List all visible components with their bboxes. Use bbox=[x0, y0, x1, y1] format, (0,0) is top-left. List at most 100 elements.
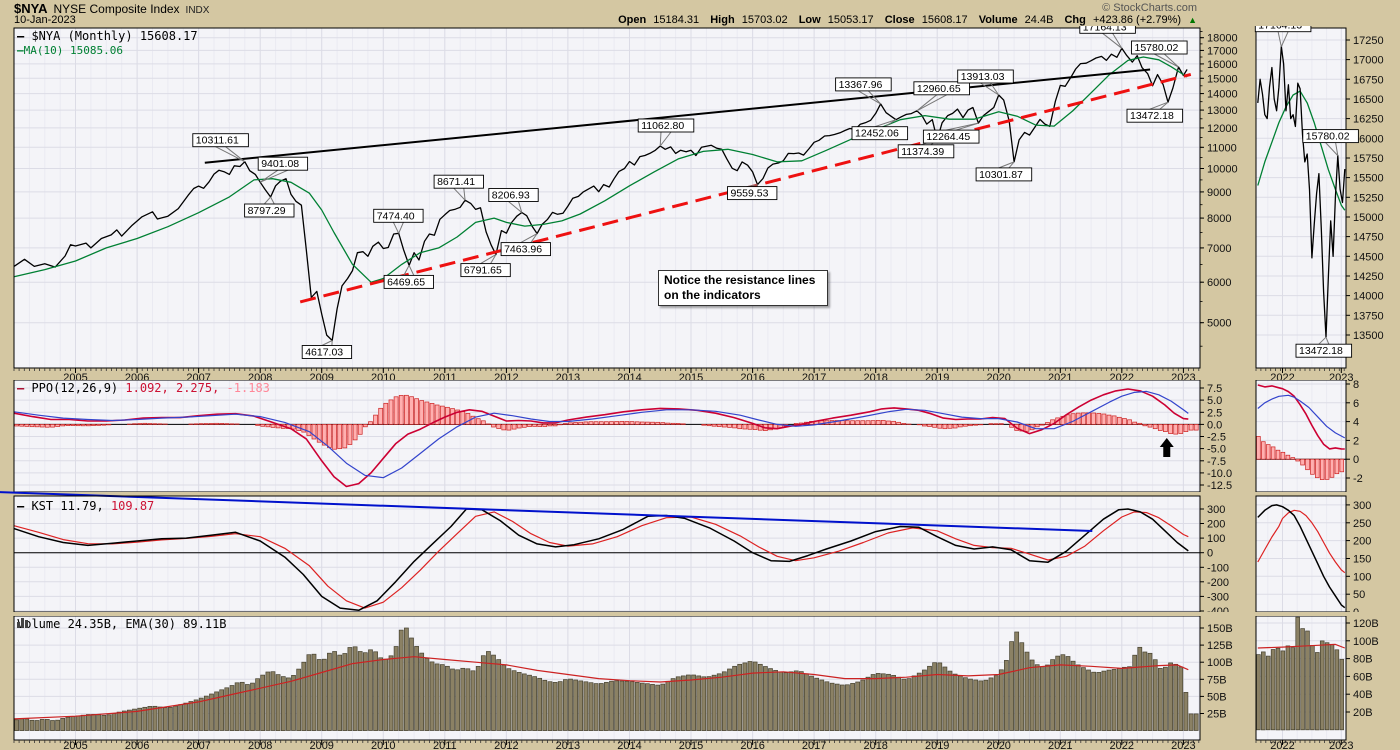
svg-text:4: 4 bbox=[1353, 417, 1359, 429]
svg-text:7463.96: 7463.96 bbox=[504, 244, 542, 256]
svg-text:14500: 14500 bbox=[1353, 251, 1384, 263]
ppo-legend-values: 1.092, 2.275, bbox=[125, 381, 227, 395]
svg-text:80B: 80B bbox=[1353, 654, 1373, 666]
svg-text:-5.0: -5.0 bbox=[1207, 444, 1226, 456]
kst-legend-name: KST 11.79, bbox=[24, 499, 111, 513]
svg-text:12452.06: 12452.06 bbox=[855, 128, 899, 140]
svg-text:100: 100 bbox=[1353, 571, 1371, 583]
svg-text:0.0: 0.0 bbox=[1207, 419, 1222, 431]
svg-text:2008: 2008 bbox=[248, 740, 272, 750]
svg-text:5.0: 5.0 bbox=[1207, 395, 1222, 407]
svg-text:2011: 2011 bbox=[433, 740, 457, 750]
volume-legend: Volume 24.35B, EMA(30) 89.11B bbox=[17, 617, 227, 631]
svg-text:10311.61: 10311.61 bbox=[196, 135, 239, 147]
svg-text:2017: 2017 bbox=[802, 740, 826, 750]
svg-text:7.5: 7.5 bbox=[1207, 383, 1222, 395]
svg-text:2: 2 bbox=[1353, 435, 1359, 447]
svg-text:2016: 2016 bbox=[740, 372, 764, 382]
svg-text:2010: 2010 bbox=[371, 372, 395, 382]
svg-text:8671.41: 8671.41 bbox=[437, 176, 475, 188]
svg-text:15000: 15000 bbox=[1353, 212, 1384, 224]
svg-text:2020: 2020 bbox=[986, 372, 1010, 382]
svg-text:50: 50 bbox=[1353, 589, 1365, 601]
ppo-legend-name: PPO(12,26,9) bbox=[24, 381, 126, 395]
volume-value: 24.4B bbox=[1024, 14, 1054, 26]
open-value: 15184.31 bbox=[653, 14, 700, 26]
ma-legend-text: MA(10) 15085.06 bbox=[23, 44, 123, 57]
svg-text:17000: 17000 bbox=[1207, 45, 1238, 57]
svg-text:14250: 14250 bbox=[1353, 271, 1384, 283]
svg-text:13750: 13750 bbox=[1353, 310, 1384, 322]
svg-text:6791.65: 6791.65 bbox=[464, 265, 502, 277]
svg-text:50B: 50B bbox=[1207, 691, 1227, 703]
svg-text:11062.80: 11062.80 bbox=[641, 120, 684, 132]
svg-text:16000: 16000 bbox=[1353, 133, 1384, 145]
kst-signal-value: 109.87 bbox=[110, 499, 155, 513]
svg-text:-12.5: -12.5 bbox=[1207, 480, 1232, 492]
exchange-label: INDX bbox=[185, 5, 210, 16]
svg-text:60B: 60B bbox=[1353, 671, 1373, 683]
svg-text:2022: 2022 bbox=[1270, 740, 1294, 750]
low-label: Low bbox=[798, 14, 821, 26]
ma-line-swatch: — bbox=[17, 44, 24, 57]
svg-text:2014: 2014 bbox=[617, 372, 641, 382]
histogram-icon bbox=[17, 618, 28, 628]
annotation-note-line1: Notice the resistance lines bbox=[664, 273, 816, 287]
svg-text:9000: 9000 bbox=[1207, 187, 1231, 199]
mini-price-chart: 2022 202317250170001675016500162501600015… bbox=[1254, 26, 1384, 382]
high-value: 15703.02 bbox=[741, 14, 788, 26]
chg-label: Chg bbox=[1064, 14, 1086, 26]
svg-text:120B: 120B bbox=[1353, 618, 1379, 630]
svg-text:100: 100 bbox=[1207, 533, 1225, 545]
ppo-legend: — PPO(12,26,9) 1.092, 2.275, -1.183 bbox=[17, 381, 270, 395]
svg-text:-10.0: -10.0 bbox=[1207, 468, 1232, 480]
ohlc-quote-bar: Open 15184.31 High 15703.02 Low 15053.17… bbox=[618, 14, 1197, 26]
svg-text:2007: 2007 bbox=[186, 372, 210, 382]
svg-text:15780.02: 15780.02 bbox=[1135, 42, 1179, 54]
main-price-chart: 2005 2006 2007 2008 2009 2010 2011 2012 2013 2014… bbox=[13, 26, 1238, 382]
svg-text:10000: 10000 bbox=[1207, 164, 1238, 176]
svg-text:5000: 5000 bbox=[1207, 318, 1231, 330]
svg-text:13472.18: 13472.18 bbox=[1299, 345, 1343, 357]
svg-text:13500: 13500 bbox=[1353, 330, 1384, 342]
svg-text:300: 300 bbox=[1353, 500, 1371, 512]
ma-legend: —MA(10) 15085.06 bbox=[17, 44, 123, 57]
svg-text:12960.65: 12960.65 bbox=[917, 83, 961, 95]
svg-text:-400: -400 bbox=[1207, 606, 1229, 612]
mini-ppo-chart: 8 6 4 2 0 -2 bbox=[1255, 380, 1363, 492]
svg-text:200: 200 bbox=[1353, 536, 1371, 548]
mini-kst-chart: 300 250 200 150 100 50 0 bbox=[1255, 495, 1371, 612]
svg-text:6: 6 bbox=[1353, 398, 1359, 410]
chart-header: $NYA NYSE Composite Index INDX bbox=[14, 1, 209, 16]
svg-text:8000: 8000 bbox=[1207, 213, 1231, 225]
svg-text:2013: 2013 bbox=[556, 372, 580, 382]
svg-text:2022: 2022 bbox=[1110, 740, 1134, 750]
svg-text:2010: 2010 bbox=[371, 740, 395, 750]
svg-text:7474.40: 7474.40 bbox=[377, 210, 415, 222]
svg-text:2021: 2021 bbox=[1048, 372, 1072, 382]
low-value: 15053.17 bbox=[827, 14, 874, 26]
svg-text:2020: 2020 bbox=[986, 740, 1010, 750]
svg-text:16500: 16500 bbox=[1353, 94, 1384, 106]
svg-text:2012: 2012 bbox=[494, 740, 518, 750]
svg-text:8: 8 bbox=[1353, 380, 1359, 391]
svg-text:15250: 15250 bbox=[1353, 192, 1384, 204]
svg-text:-2.5: -2.5 bbox=[1207, 432, 1226, 444]
svg-text:13913.03: 13913.03 bbox=[961, 71, 1005, 83]
kst-legend: — KST 11.79, 109.87 bbox=[17, 499, 154, 513]
kst-line-swatch: — bbox=[17, 499, 25, 513]
svg-text:-300: -300 bbox=[1207, 591, 1229, 603]
svg-text:9401.08: 9401.08 bbox=[261, 158, 299, 170]
svg-text:2009: 2009 bbox=[309, 372, 333, 382]
svg-text:2006: 2006 bbox=[125, 740, 149, 750]
svg-text:18000: 18000 bbox=[1207, 33, 1238, 45]
svg-text:14750: 14750 bbox=[1353, 232, 1384, 244]
svg-text:17164.13: 17164.13 bbox=[1258, 26, 1302, 32]
chg-up-arrow-icon: ▲ bbox=[1188, 15, 1197, 25]
svg-text:2018: 2018 bbox=[863, 372, 887, 382]
svg-text:11000: 11000 bbox=[1207, 142, 1237, 154]
svg-text:2022: 2022 bbox=[1110, 372, 1134, 382]
svg-text:2022: 2022 bbox=[1270, 372, 1294, 382]
svg-text:13367.96: 13367.96 bbox=[839, 79, 883, 91]
